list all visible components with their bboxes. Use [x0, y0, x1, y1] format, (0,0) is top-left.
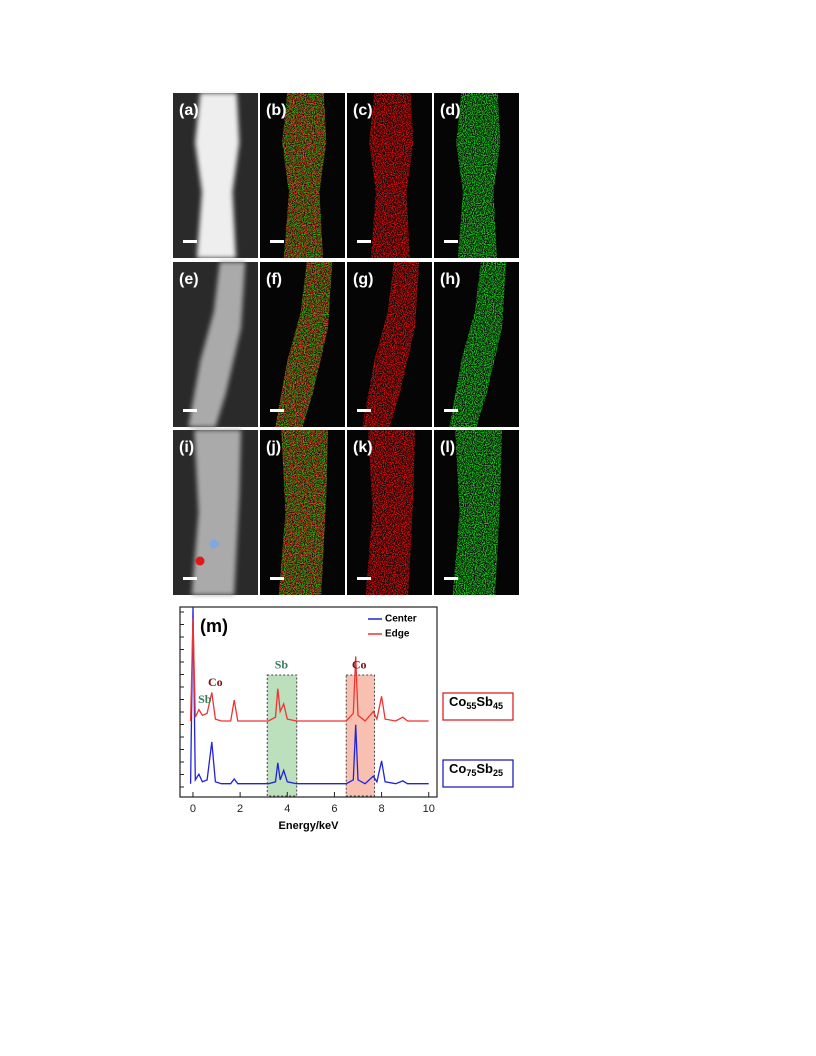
x-tick-label: 4 [284, 803, 290, 815]
legend-label: Center [385, 614, 417, 625]
legend-label: Edge [385, 629, 410, 640]
peak-annotation: Co [208, 675, 223, 689]
chart-title: (m) [200, 616, 228, 636]
panel-label: (j) [266, 439, 281, 456]
highlight-box [266, 674, 298, 797]
panel-label: (d) [440, 102, 460, 119]
spectrum-line [189, 618, 429, 722]
element: Sb [476, 761, 493, 776]
scale-bar [444, 577, 458, 580]
scale-bar [357, 240, 371, 243]
element: Co [449, 761, 466, 776]
scale-bar [183, 409, 197, 412]
green-map [275, 262, 333, 427]
composition-box [442, 692, 514, 721]
scale-bar [270, 409, 284, 412]
scale-bar [357, 577, 371, 580]
panel-label: (h) [440, 271, 460, 288]
subscript: 25 [493, 768, 503, 778]
center-marker [209, 539, 219, 549]
image-panel: (i) [173, 430, 258, 595]
panel-label: (c) [353, 102, 373, 119]
specimen [191, 430, 241, 595]
composition-box [442, 759, 514, 788]
x-tick-label: 8 [379, 803, 385, 815]
specimen [195, 93, 240, 258]
image-panel: (b) [260, 93, 345, 258]
scale-bar [444, 409, 458, 412]
red-map [365, 430, 415, 595]
image-panel: (e) [173, 262, 258, 427]
subscript: 75 [466, 768, 476, 778]
panel-label: (a) [179, 102, 199, 119]
green-map [449, 262, 507, 427]
scale-bar [183, 240, 197, 243]
subscript: 45 [493, 701, 503, 711]
composition-label: Co75Sb25 [449, 761, 503, 778]
peak-annotation: Sb [275, 658, 289, 672]
image-panel: (k) [347, 430, 432, 595]
panel-label: (k) [353, 439, 373, 456]
plot-frame [179, 606, 438, 798]
image-panel: (a) [173, 93, 258, 258]
peak-annotation: Sb [198, 692, 212, 706]
element: Sb [476, 694, 493, 709]
scale-bar [357, 409, 371, 412]
x-tick-label: 10 [423, 803, 435, 815]
specimen [188, 262, 246, 427]
spectrum-line [189, 606, 429, 785]
edge-marker [195, 556, 205, 566]
red-map [369, 93, 414, 258]
red-map [362, 262, 420, 427]
green-map [456, 93, 501, 258]
x-tick-label: 0 [190, 803, 196, 815]
scale-bar [270, 240, 284, 243]
composition-label: Co55Sb45 [449, 694, 503, 711]
image-panel: (c) [347, 93, 432, 258]
panel-label: (f) [266, 271, 282, 288]
green-map [452, 430, 502, 595]
panel-label: (i) [179, 439, 194, 456]
image-panel: (f) [260, 262, 345, 427]
panel-label: (e) [179, 271, 199, 288]
scale-bar [183, 577, 197, 580]
x-tick-label: 6 [331, 803, 337, 815]
peak-annotation: Co [352, 658, 367, 672]
panel-label: (l) [440, 439, 455, 456]
x-tick-label: 2 [237, 803, 243, 815]
image-panel: (g) [347, 262, 432, 427]
image-panel: (h) [434, 262, 519, 427]
green-map [278, 430, 328, 595]
x-axis-label: Energy/keV [279, 820, 340, 832]
scale-bar [270, 577, 284, 580]
subscript: 55 [466, 701, 476, 711]
image-panel: (j) [260, 430, 345, 595]
panel-label: (g) [353, 271, 373, 288]
image-panel: (d) [434, 93, 519, 258]
green-map [282, 93, 327, 258]
image-panel: (l) [434, 430, 519, 595]
element: Co [449, 694, 466, 709]
panel-label: (b) [266, 102, 286, 119]
scale-bar [444, 240, 458, 243]
highlight-box [345, 674, 376, 797]
